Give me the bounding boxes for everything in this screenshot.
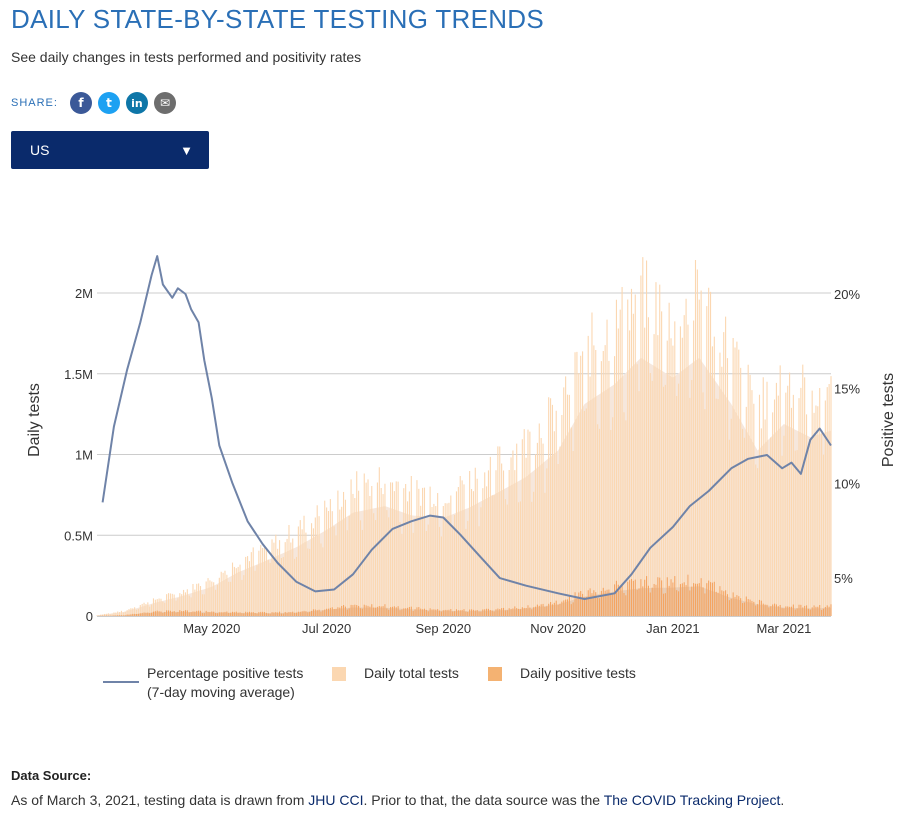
chevron-down-icon: ▼ [180,142,193,158]
testing-chart: 0 0.5M 1M 1.5M 2M 5% 10% 15% 20% May 2020 Jul 2020… [26,255,897,636]
y-right-tick-label: 20% [834,287,860,302]
positivity-line [101,255,832,600]
total-tests-bars [96,257,832,616]
y-axis-left-title: Daily tests [26,383,43,457]
positive-tests-bars [96,574,832,616]
data-source-text: As of March 3, 2021, testing data is dra… [11,792,784,808]
y-left-tick-label: 1M [75,448,93,463]
axes: 0 0.5M 1M 1.5M 2M 5% 10% 15% 20% May 2020 Jul 2020… [64,286,860,636]
y-right-tick-label: 10% [834,476,860,491]
page-title: DAILY STATE-BY-STATE TESTING TRENDS [11,4,545,34]
x-tick-label: Nov 2020 [530,621,586,636]
data-source-title: Data Source: [11,768,92,783]
positive-tests-area [97,586,831,616]
x-tick-label: May 2020 [183,621,240,636]
legend-line-label[interactable]: Percentage positive tests (7-day moving … [147,665,303,700]
positive-tests-area-fill [97,586,831,616]
y-left-tick-label: 0.5M [64,528,93,543]
legend-positive-label[interactable]: Daily positive tests [520,665,636,681]
facebook-icon[interactable]: f [69,92,92,114]
data-source-text-1: As of March 3, 2021, testing data is dra… [11,792,309,808]
covid-tracking-link[interactable]: The COVID Tracking Project [603,792,781,808]
data-source-text-2: . Prior to that, the data source was the [363,792,604,808]
region-select-value: US [30,142,50,158]
legend-line-swatch [103,681,139,683]
legend-total-swatch [332,667,346,681]
email-icon[interactable]: ✉ [153,92,176,114]
share-label: SHARE: [11,97,58,109]
legend-line-label-2: (7-day moving average) [147,684,295,700]
x-tick-label: Mar 2021 [756,621,811,636]
linkedin-icon[interactable]: in [125,92,148,114]
y-left-tick-label: 0 [86,609,93,624]
legend-positive-swatch [488,667,502,681]
y-right-tick-label: 15% [834,382,860,397]
x-tick-label: Jan 2021 [646,621,700,636]
page-subtitle: See daily changes in tests performed and… [11,49,362,65]
positivity-line-path [101,255,832,600]
y-right-tick-label: 5% [834,571,853,586]
data-source-text-3: . [780,792,785,808]
y-left-tick-label: 2M [75,286,93,301]
jhu-cci-link[interactable]: JHU CCI [308,792,364,808]
region-select[interactable]: US ▼ [11,131,209,169]
x-tick-label: Sep 2020 [415,621,471,636]
twitter-icon[interactable]: t [97,92,120,114]
x-tick-label: Jul 2020 [302,621,351,636]
legend-total-label[interactable]: Daily total tests [364,665,459,681]
y-left-tick-label: 1.5M [64,367,93,382]
share-bar: SHARE: f t in ✉ [11,92,176,114]
legend-line-label-1: Percentage positive tests [147,665,304,681]
y-axis-right-title: Positive tests [880,373,897,467]
